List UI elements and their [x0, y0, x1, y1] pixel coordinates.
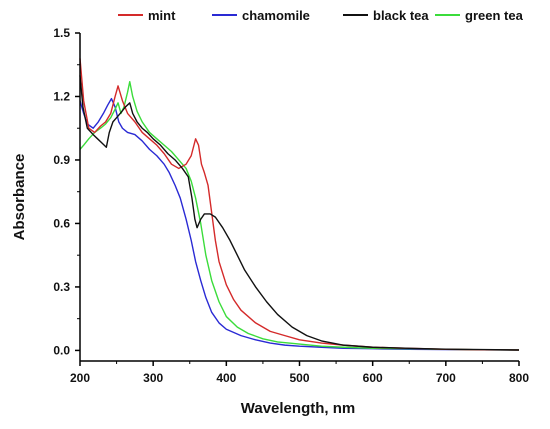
y-tick-label: 1.2	[53, 89, 70, 103]
series-line-green-tea	[79, 80, 520, 351]
x-tick-label: 400	[216, 371, 236, 385]
series-line-chamomile	[79, 97, 520, 351]
y-tick-label: 0.0	[53, 343, 70, 357]
x-tick-label: 300	[143, 371, 163, 385]
y-tick-label: 0.6	[53, 216, 70, 230]
axes	[79, 33, 519, 362]
legend-label-chamomile: chamomile	[242, 8, 310, 23]
y-ticks: 0.0 0.3 0.6 0.9 1.2 1.5	[53, 26, 80, 357]
x-tick-label: 700	[436, 371, 456, 385]
x-tick-label: 600	[363, 371, 383, 385]
y-tick-label: 0.3	[53, 280, 70, 294]
x-tick-label: 500	[289, 371, 309, 385]
y-axis-label: Absorbance	[11, 154, 28, 241]
series-line-mint	[79, 58, 520, 351]
x-tick-label: 800	[509, 371, 529, 385]
x-tick-label: 200	[70, 371, 90, 385]
y-tick-label: 0.9	[53, 153, 70, 167]
plot-lines	[79, 58, 520, 351]
legend-label-mint: mint	[148, 8, 176, 23]
legend: mint chamomile black tea green tea	[118, 8, 524, 23]
x-ticks: 200 300 400 500 600 700 800	[70, 361, 529, 385]
series-line-black-tea	[79, 75, 520, 351]
legend-label-black-tea: black tea	[373, 8, 429, 23]
y-tick-label: 1.5	[53, 26, 70, 40]
x-axis-label: Wavelength, nm	[241, 400, 355, 417]
legend-label-green-tea: green tea	[465, 8, 524, 23]
